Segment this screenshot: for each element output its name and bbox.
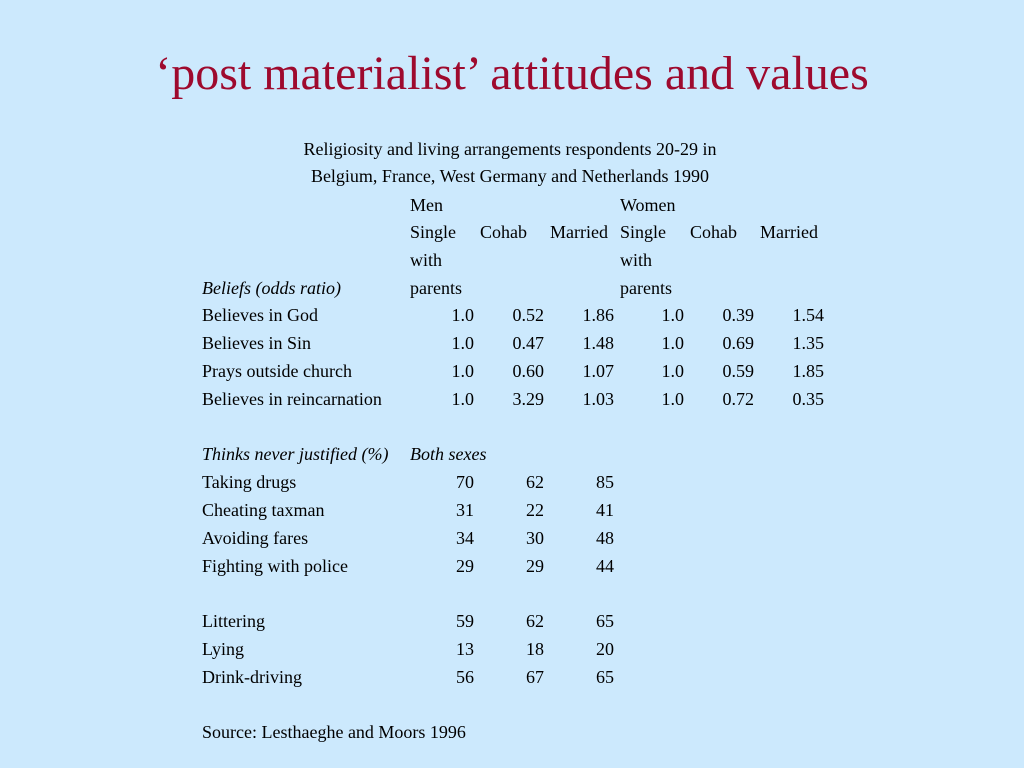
table-cell: 1.0 bbox=[661, 305, 685, 325]
table-cell: 13 bbox=[456, 639, 474, 659]
table-cell: 1.0 bbox=[661, 389, 685, 409]
men-single-header-line-2: with bbox=[410, 250, 443, 270]
men-single-header: Single bbox=[410, 222, 457, 242]
women-single-header-line-2: with bbox=[620, 250, 653, 270]
women-single-header-line-3: parents bbox=[620, 278, 672, 298]
table-cell: 1.0 bbox=[451, 333, 475, 353]
table-cell: 48 bbox=[596, 528, 614, 548]
women-single-header: Single bbox=[620, 222, 667, 242]
table-cell: 65 bbox=[596, 611, 614, 631]
women-married-header: Married bbox=[760, 222, 818, 242]
row-label: Prays outside church bbox=[202, 361, 352, 381]
table-caption-line-1: Religiosity and living arrangements resp… bbox=[303, 139, 717, 159]
table-cell: 0.69 bbox=[722, 333, 755, 353]
table-cell: 1.54 bbox=[792, 305, 825, 325]
table-cell: 20 bbox=[596, 639, 614, 659]
table-cell: 1.85 bbox=[792, 361, 825, 381]
table-cell: 0.35 bbox=[792, 389, 825, 409]
men-married-header: Married bbox=[550, 222, 608, 242]
table-cell: 44 bbox=[596, 556, 614, 576]
table-cell: 67 bbox=[526, 667, 544, 687]
table-cell: 1.0 bbox=[451, 305, 475, 325]
table-cell: 1.07 bbox=[582, 361, 615, 381]
table-cell: 18 bbox=[526, 639, 544, 659]
table-cell: 29 bbox=[526, 556, 544, 576]
row-label: Drink-driving bbox=[202, 667, 302, 687]
men-single-header-line-3: parents bbox=[410, 278, 462, 298]
table-cell: 0.39 bbox=[722, 305, 755, 325]
table-cell: 70 bbox=[456, 472, 474, 492]
table-cell: 34 bbox=[456, 528, 474, 548]
table-cell: 1.0 bbox=[451, 389, 475, 409]
row-label: Taking drugs bbox=[202, 472, 297, 492]
both-sexes-header: Both sexes bbox=[410, 444, 487, 464]
table-cell: 0.60 bbox=[512, 361, 545, 381]
table-caption-line-2: Belgium, France, West Germany and Nether… bbox=[310, 166, 710, 186]
table-cell: 1.0 bbox=[661, 361, 685, 381]
table-cell: 65 bbox=[596, 667, 614, 687]
table-cell: 59 bbox=[456, 611, 474, 631]
table-cell: 85 bbox=[596, 472, 614, 492]
table-cell: 3.29 bbox=[512, 389, 545, 409]
slide-title: ‘post materialist’ attitudes and values bbox=[155, 47, 869, 100]
table-cell: 0.59 bbox=[722, 361, 755, 381]
table-cell: 1.86 bbox=[582, 305, 615, 325]
table-cell: 29 bbox=[456, 556, 474, 576]
row-label: Believes in Sin bbox=[202, 333, 311, 353]
table-cell: 30 bbox=[526, 528, 544, 548]
table-cell: 62 bbox=[526, 611, 544, 631]
table-cell: 0.72 bbox=[722, 389, 755, 409]
table-cell: 1.0 bbox=[451, 361, 475, 381]
beliefs-section-label: Beliefs (odds ratio) bbox=[202, 278, 341, 298]
women-cohab-header: Cohab bbox=[690, 222, 737, 242]
row-label: Cheating taxman bbox=[202, 500, 325, 520]
women-group-header: Women bbox=[620, 195, 676, 215]
justified-section-label: Thinks never justified (%) bbox=[202, 444, 389, 464]
source-note: Source: Lesthaeghe and Moors 1996 bbox=[202, 722, 466, 742]
men-group-header: Men bbox=[410, 195, 443, 215]
table-cell: 62 bbox=[526, 472, 544, 492]
row-label: Fighting with police bbox=[202, 556, 348, 576]
table-cell: 1.35 bbox=[792, 333, 825, 353]
row-label: Littering bbox=[202, 611, 265, 631]
row-label: Believes in God bbox=[202, 305, 318, 325]
table-cell: 31 bbox=[456, 500, 474, 520]
table-cell: 41 bbox=[596, 500, 614, 520]
table-cell: 0.47 bbox=[512, 333, 545, 353]
row-label: Believes in reincarnation bbox=[202, 389, 382, 409]
table-cell: 1.03 bbox=[582, 389, 615, 409]
table-cell: 1.0 bbox=[661, 333, 685, 353]
table-cell: 22 bbox=[526, 500, 544, 520]
row-label: Lying bbox=[202, 639, 245, 659]
table-cell: 1.48 bbox=[582, 333, 615, 353]
row-label: Avoiding fares bbox=[202, 528, 309, 548]
table-cell: 56 bbox=[456, 667, 474, 687]
table-cell: 0.52 bbox=[512, 305, 545, 325]
men-cohab-header: Cohab bbox=[480, 222, 527, 242]
